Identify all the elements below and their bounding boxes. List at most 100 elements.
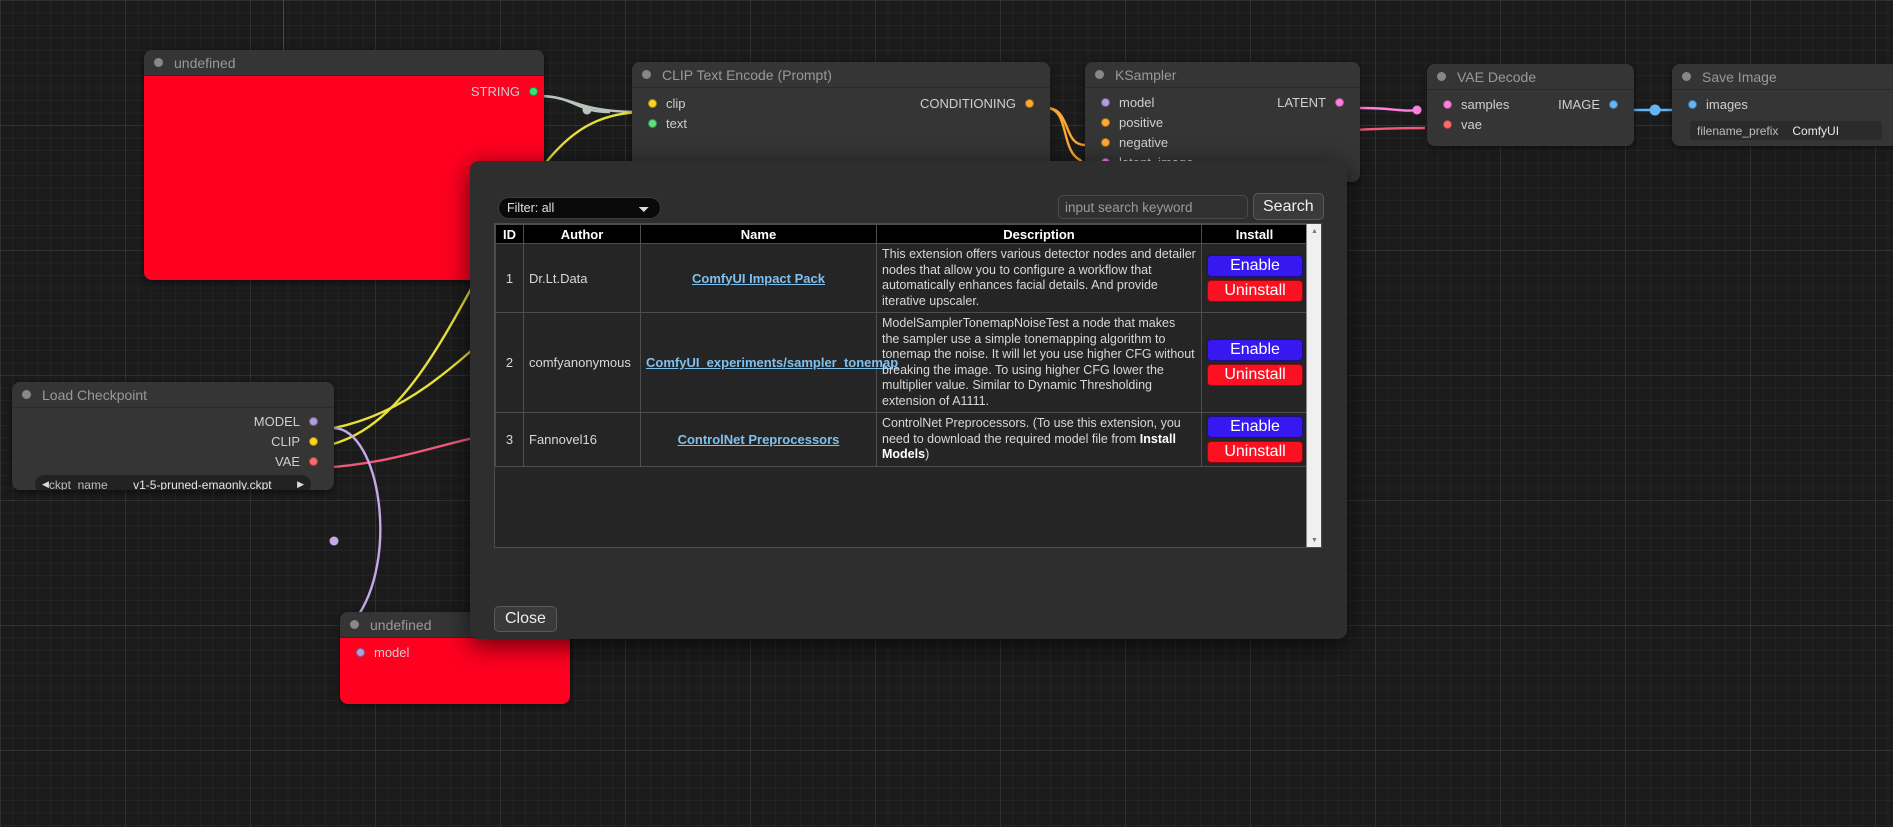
dialog-toolbar: Filter: allFilter: installedFilter: not-… [470,161,1347,233]
node-collapse-icon[interactable] [642,70,651,79]
input-port-icon[interactable] [648,98,657,108]
output-port-icon[interactable] [309,456,318,466]
input-port-icon[interactable] [1443,99,1452,109]
enable-button[interactable]: Enable [1207,254,1303,277]
node-collapse-icon[interactable] [154,58,163,67]
scroll-down-arrow-icon[interactable]: ▼ [1307,533,1321,547]
cell-author: comfyanonymous [523,312,641,413]
extension-link[interactable]: ComfyUI Impact Pack [692,270,825,286]
node-body: model [340,638,570,704]
chevron-left-icon[interactable]: ◀ [42,479,49,489]
node-input-slot-negative[interactable]: negative [1095,134,1178,151]
uninstall-button[interactable]: Uninstall [1207,279,1303,302]
node-title-text: undefined [370,616,432,633]
input-label: positive [1119,114,1164,130]
search-input[interactable] [1058,195,1248,219]
enable-button[interactable]: Enable [1207,416,1303,438]
input-port-icon[interactable] [1101,137,1110,147]
node-output-slot-conditioning[interactable]: CONDITIONING [910,95,1040,112]
widget-filename-prefix-label: filename_prefix [1697,123,1779,138]
column-header-description[interactable]: Description [876,224,1202,244]
input-port-icon[interactable] [1101,97,1110,107]
node-title-bar: Save Image [1672,64,1893,90]
node-input-slot-positive[interactable]: positive [1095,114,1173,131]
input-port-icon[interactable] [1443,119,1452,129]
column-header-name[interactable]: Name [640,224,877,244]
node-load-checkpoint[interactable]: Load Checkpoint MODEL CLIP VAE ◀ ckpt_na… [12,382,334,490]
input-label: images [1706,96,1748,112]
cell-author: Fannovel16 [523,412,641,467]
node-input-slot-clip[interactable]: clip [642,95,696,112]
input-label: model [374,644,410,660]
uninstall-button[interactable]: Uninstall [1207,364,1303,386]
scrollbar-thumb[interactable] [1308,239,1321,532]
input-port-icon[interactable] [356,647,365,657]
uninstall-button[interactable]: Uninstall [1207,441,1303,463]
node-input-slot-model[interactable]: model [350,644,419,661]
node-input-slot-images[interactable]: images [1682,96,1758,113]
output-label: CONDITIONING [919,95,1016,111]
widget-ckpt-name-label: ckpt_name [48,477,108,491]
extension-table-body: 1 Dr.Lt.Data ComfyUI Impact Pack This exten… [495,243,1308,467]
comfyui-manager-dialog: Filter: allFilter: installedFilter: not-… [470,161,1347,639]
input-port-icon[interactable] [1688,99,1697,109]
output-port-icon[interactable] [529,86,538,96]
node-ksampler[interactable]: KSampler model positive negative latent_… [1085,62,1360,182]
node-collapse-icon[interactable] [350,620,359,629]
node-collapse-icon[interactable] [1437,72,1446,81]
node-title-bar: Load Checkpoint [12,382,334,408]
node-collapse-icon[interactable] [1095,70,1104,79]
node-save-image[interactable]: Save Image images filename_prefix ComfyU… [1672,64,1893,146]
output-port-icon[interactable] [1609,99,1618,109]
chevron-right-icon[interactable]: ▶ [297,479,304,489]
cell-name: ComfyUI_experiments/sampler_tonemap [640,312,898,413]
node-title-text: KSampler [1115,66,1177,83]
node-output-slot-model[interactable]: MODEL [244,413,324,430]
node-title-text: CLIP Text Encode (Prompt) [662,66,832,83]
close-button[interactable]: Close [494,606,557,632]
output-port-icon[interactable] [309,436,318,446]
table-scrollbar[interactable]: ▲ ▼ [1306,224,1321,547]
widget-filename-prefix-value[interactable]: ComfyUI [1792,123,1840,138]
node-input-slot-samples[interactable]: samples [1437,96,1519,113]
search-button[interactable]: Search [1253,193,1324,220]
cell-description: This extension offers various detector n… [876,243,1202,313]
node-title-text: undefined [174,54,236,71]
node-input-slot-text[interactable]: text [642,115,697,132]
widget-ckpt-name-value: v1-5-pruned-emaonly.ckpt [133,477,272,491]
scroll-up-arrow-icon[interactable]: ▲ [1307,224,1321,238]
input-label: samples [1461,96,1510,112]
widget-ckpt-name[interactable]: ◀ ckpt_name v1-5-pruned-emaonly.ckpt ▶ [35,475,311,490]
node-output-slot[interactable]: STRING [144,83,544,100]
node-vae-decode[interactable]: VAE Decode samples vae IMAGE [1427,64,1634,146]
extension-link[interactable]: ControlNet Preprocessors [677,432,840,447]
output-label: STRING [470,83,520,99]
table-row: 2 comfyanonymous ComfyUI_experiments/sampl… [495,312,1308,413]
node-output-slot-vae[interactable]: VAE [265,453,324,470]
node-output-slot-image[interactable]: IMAGE [1548,96,1624,113]
input-port-icon[interactable] [1101,117,1110,127]
cell-description: ModelSamplerTonemapNoiseTest a node that… [876,312,1202,413]
cell-install: Enable Uninstall [1201,243,1308,313]
output-port-icon[interactable] [1335,97,1344,107]
node-collapse-icon[interactable] [22,390,31,399]
node-output-slot-clip[interactable]: CLIP [261,433,324,450]
node-output-slot-latent[interactable]: LATENT [1267,94,1350,111]
cell-author: Dr.Lt.Data [523,243,641,313]
output-port-icon[interactable] [1025,98,1034,108]
cell-name: ControlNet Preprocessors [640,412,877,467]
node-input-slot-model[interactable]: model [1095,94,1164,111]
extension-link[interactable]: ComfyUI_experiments/sampler_tonemap [646,355,899,370]
column-header-author[interactable]: Author [523,224,641,244]
node-input-slot-vae[interactable]: vae [1437,116,1492,133]
input-port-icon[interactable] [648,118,657,128]
column-header-install[interactable]: Install [1201,224,1308,244]
input-label: vae [1461,116,1482,132]
column-header-id[interactable]: ID [495,224,524,244]
filter-select[interactable]: Filter: allFilter: installedFilter: not-… [498,197,661,219]
widget-filename-prefix[interactable]: filename_prefix ComfyUI [1690,121,1882,140]
output-port-icon[interactable] [309,416,318,426]
node-collapse-icon[interactable] [1682,72,1691,81]
enable-button[interactable]: Enable [1207,339,1303,361]
